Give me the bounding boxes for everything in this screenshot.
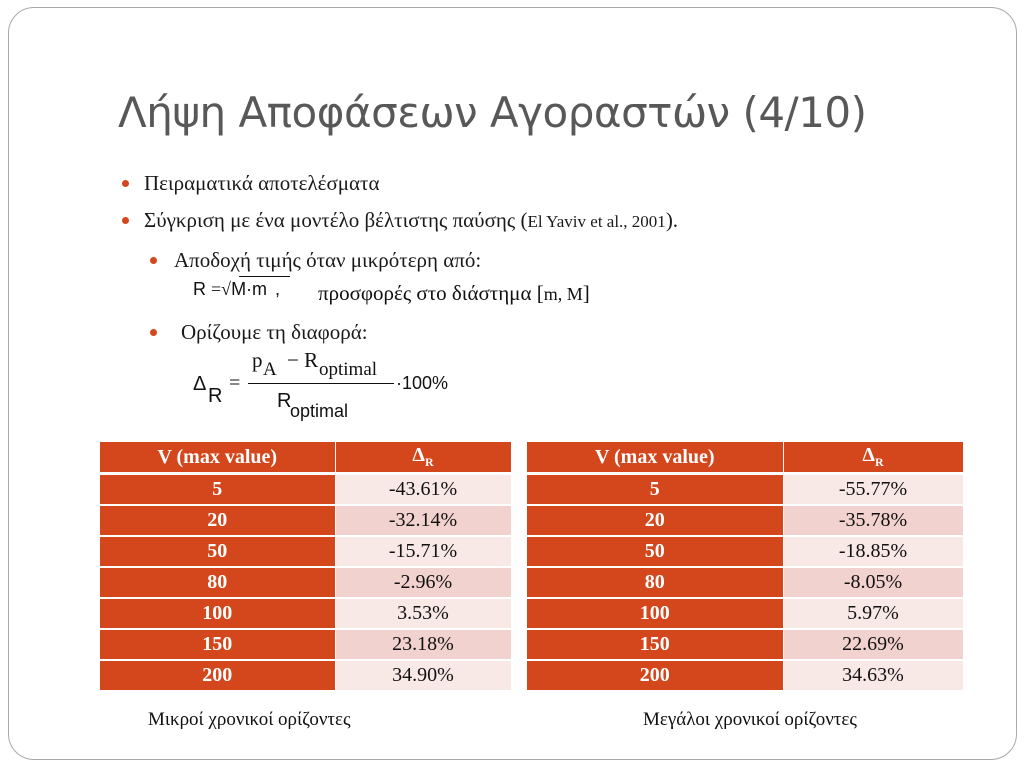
delta-value-cell: -15.71% <box>335 536 512 568</box>
caption-long-horizon: Μεγάλοι χρονικοί ορίζοντες <box>643 709 857 730</box>
v-value-cell: 150 <box>527 629 784 661</box>
v-value-cell: 5 <box>527 473 784 506</box>
header-v: V (max value) <box>527 442 784 475</box>
formula-tail: ·100% <box>396 373 449 393</box>
v-value-cell: 80 <box>527 567 784 599</box>
delta-value-cell: 34.63% <box>783 660 964 692</box>
v-value-cell: 150 <box>100 629 336 661</box>
formula-delta: Δ <box>193 373 207 395</box>
results-table-long: V (max value) ΔR 5 -55.77% 20 -35.78% 50 -1… <box>527 442 964 692</box>
table-header-row: V (max value) ΔR <box>100 442 512 475</box>
delta-value-cell: -35.78% <box>783 505 964 537</box>
caption-short-horizon: Μικροί χρονικοί ορίζοντες <box>148 709 351 730</box>
v-value-cell: 50 <box>100 536 336 568</box>
formula-r: R <box>193 279 206 299</box>
table-row: 200 34.90% <box>100 660 512 692</box>
slide-frame <box>8 7 1017 760</box>
header-delta: ΔR <box>335 442 512 475</box>
formula-p-sub: A <box>263 359 277 380</box>
formula-mm: M·m <box>231 279 268 299</box>
interval-range: m, M <box>543 284 583 304</box>
bullet-comparison-text: Σύγκριση με ένα μοντέλο βέλτιστης παύσης… <box>144 208 528 232</box>
delta-value-cell: -18.85% <box>783 536 964 568</box>
bullet-dot-icon <box>150 257 157 264</box>
acceptance-formula: R =√M·m, <box>193 276 290 300</box>
offers-text: προσφορές στο διάστημα [ <box>318 281 544 305</box>
bullet-comparison: Σύγκριση με ένα μοντέλο βέλτιστης παύσης… <box>122 208 679 233</box>
delta-value-cell: 5.97% <box>783 598 964 630</box>
table-row: 50 -18.85% <box>527 536 964 568</box>
bullet-define: Ορίζουμε τη διαφορά: <box>150 320 368 345</box>
formula-eq: = <box>211 279 222 299</box>
delta-value-cell: 34.90% <box>335 660 512 692</box>
offers-interval: προσφορές στο διάστημα [m, M] <box>318 281 590 306</box>
citation: El Yaviv et al., 2001 <box>527 212 666 231</box>
table-row: 80 -2.96% <box>100 567 512 599</box>
bullet-dot-icon <box>150 329 157 336</box>
formula-r-sub: optimal <box>319 359 378 380</box>
sqrt-icon: √ <box>221 279 232 299</box>
table-row: 150 23.18% <box>100 629 512 661</box>
table-row: 5 -55.77% <box>527 473 964 506</box>
bullet-acceptance-text: Αποδοχή τιμής όταν μικρότερη από: <box>174 248 482 272</box>
slide-title: Λήψη Αποφάσεων Αγοραστών (4/10) <box>118 88 867 137</box>
formula-den-r: R <box>277 390 292 412</box>
table-row: 150 22.69% <box>527 629 964 661</box>
v-value-cell: 80 <box>100 567 336 599</box>
bullet-acceptance: Αποδοχή τιμής όταν μικρότερη από: <box>150 248 482 273</box>
formula-delta-sub: R <box>208 385 223 407</box>
bullet-results: Πειραματικά αποτελέσματα <box>122 171 380 196</box>
formula-den-sub: optimal <box>290 401 349 421</box>
v-value-cell: 5 <box>100 473 336 506</box>
table-header-row: V (max value) ΔR <box>527 442 964 475</box>
header-delta: ΔR <box>783 442 964 475</box>
table-row: 100 3.53% <box>100 598 512 630</box>
results-table-short: V (max value) ΔR 5 -43.61% 20 -32.14% 50 -1… <box>100 442 512 692</box>
delta-value-cell: -43.61% <box>335 473 512 506</box>
v-value-cell: 20 <box>527 505 784 537</box>
v-value-cell: 200 <box>527 660 784 692</box>
table-row: 20 -32.14% <box>100 505 512 537</box>
sqrt-bar <box>239 276 290 277</box>
fraction-bar <box>248 383 394 384</box>
header-v: V (max value) <box>100 442 336 475</box>
table-row: 20 -35.78% <box>527 505 964 537</box>
v-value-cell: 100 <box>527 598 784 630</box>
delta-value-cell: -2.96% <box>335 567 512 599</box>
delta-value-cell: -55.77% <box>783 473 964 506</box>
delta-value-cell: 23.18% <box>335 629 512 661</box>
bullet-dot-icon <box>122 180 129 187</box>
delta-value-cell: -32.14% <box>335 505 512 537</box>
offers-text-end: ] <box>582 281 590 305</box>
table-row: 80 -8.05% <box>527 567 964 599</box>
table-row: 100 5.97% <box>527 598 964 630</box>
table-row: 50 -15.71% <box>100 536 512 568</box>
formula2-eq: = <box>229 372 241 394</box>
bullet-dot-icon <box>122 217 129 224</box>
bullet-results-text: Πειραματικά αποτελέσματα <box>144 171 380 195</box>
delta-value-cell: 22.69% <box>783 629 964 661</box>
v-value-cell: 100 <box>100 598 336 630</box>
table-row: 5 -43.61% <box>100 473 512 506</box>
v-value-cell: 200 <box>100 660 336 692</box>
bullet-define-text: Ορίζουμε τη διαφορά: <box>181 320 368 344</box>
formula-comma: , <box>275 279 281 299</box>
delta-value-cell: -8.05% <box>783 567 964 599</box>
bullet-comparison-end: ). <box>665 208 679 232</box>
delta-value-cell: 3.53% <box>335 598 512 630</box>
table-row: 200 34.63% <box>527 660 964 692</box>
v-value-cell: 20 <box>100 505 336 537</box>
v-value-cell: 50 <box>527 536 784 568</box>
formula-p: p <box>252 348 263 372</box>
formula-minus-r: − R <box>287 348 319 372</box>
